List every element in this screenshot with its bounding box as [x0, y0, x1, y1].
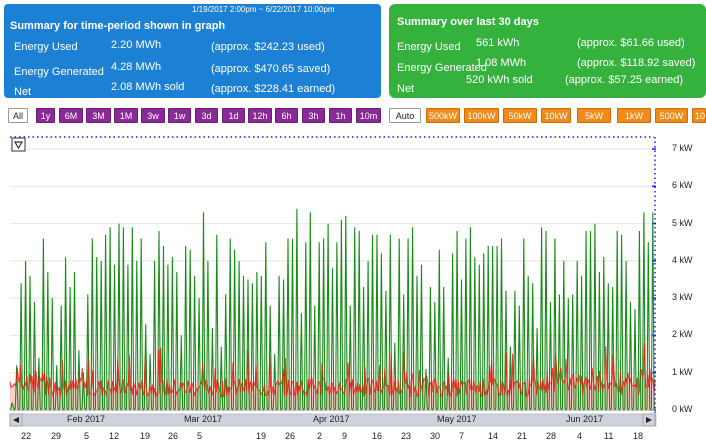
range-button-3h[interactable]: 3h	[302, 108, 325, 123]
range-button-6m[interactable]: 6M	[59, 108, 83, 123]
scale-button-auto[interactable]: Auto	[389, 108, 421, 123]
day-label: 28	[546, 431, 557, 441]
day-label: 29	[51, 431, 62, 441]
navigator-handle[interactable]	[23, 414, 652, 426]
month-label: Jun 2017	[566, 414, 604, 424]
day-label: 23	[401, 431, 412, 441]
chart-plot	[9, 208, 656, 412]
range-button-1y[interactable]: 1y	[36, 108, 55, 123]
day-label: 21	[517, 431, 528, 441]
day-label: 16	[372, 431, 383, 441]
period-summary-panel: 1/19/2017 2:00pm ~ 6/22/2017 10:00pm Sum…	[4, 4, 381, 98]
scale-button-10kw[interactable]: 10kW	[541, 108, 571, 123]
scale-button-1kw[interactable]: 1kW	[617, 108, 651, 123]
month-row-value: 1.08 MWh	[476, 57, 527, 69]
period-row-value: 2.20 MWh	[111, 39, 162, 51]
day-label: 12	[109, 431, 120, 441]
scale-button-5kw[interactable]: 5kW	[577, 108, 611, 123]
period-row-value: 2.08 MWh sold	[111, 81, 185, 93]
day-label: 2	[317, 431, 323, 441]
range-button-3m[interactable]: 3M	[86, 108, 111, 123]
scale-button-100w[interactable]: 100W	[692, 108, 706, 123]
range-button-3d[interactable]: 3d	[195, 108, 218, 123]
energy-generated-line	[9, 208, 656, 412]
navigator-left-arrow-icon	[13, 417, 19, 423]
y-tick-label: 7 kW	[672, 143, 693, 153]
day-label: 5	[197, 431, 203, 441]
date-range: 1/19/2017 2:00pm ~ 6/22/2017 10:00pm	[192, 5, 335, 14]
day-label: 7	[459, 431, 465, 441]
day-label: 30	[430, 431, 441, 441]
period-row-value: 4.28 MWh	[111, 61, 162, 73]
month-row-value: 520 kWh sold	[466, 74, 533, 86]
day-label: 11	[604, 431, 614, 441]
y-tick-label: 2 kW	[672, 329, 693, 340]
day-label: 14	[488, 431, 499, 441]
energy-used-line	[9, 342, 656, 399]
month-label: Mar 2017	[184, 414, 223, 424]
day-label: 26	[285, 431, 296, 441]
month-label: Feb 2017	[67, 414, 106, 424]
day-label: 19	[256, 431, 267, 441]
month-row-label: Energy Generated	[397, 62, 487, 74]
y-tick-label: 4 kW	[672, 254, 693, 265]
period-row-note: (approx. $228.41 earned)	[211, 83, 336, 95]
month-summary-panel: Summary over last 30 days Energy Used 56…	[389, 4, 706, 98]
period-row-label: Net	[14, 86, 32, 98]
y-tick-label: 5 kW	[672, 217, 693, 228]
period-row-label: Energy Used	[14, 41, 78, 53]
day-label: 26	[168, 431, 179, 441]
range-button-3w[interactable]: 3w	[141, 108, 165, 123]
month-row-value: 561 kWh	[476, 37, 520, 49]
navigator-right-arrow-icon	[646, 417, 652, 423]
month-label: May 2017	[437, 414, 477, 424]
scale-button-50kw[interactable]: 50kW	[503, 108, 537, 123]
day-label: 4	[577, 431, 583, 441]
day-label: 22	[21, 431, 32, 441]
range-button-10m[interactable]: 10m	[356, 108, 381, 123]
period-summary-title: Summary for time-period shown in graph	[10, 20, 226, 32]
day-label: 19	[140, 431, 151, 441]
month-row-label: Net	[397, 83, 415, 95]
month-row-label: Energy Used	[397, 41, 461, 53]
scale-button-100kw[interactable]: 100kW	[464, 108, 499, 123]
y-tick-label: 0 kW	[672, 404, 693, 414]
range-button-12h[interactable]: 12h	[248, 108, 272, 123]
scale-button-500kw[interactable]: 500kW	[426, 108, 460, 123]
period-row-label: Energy Generated	[14, 66, 104, 78]
range-button-1w[interactable]: 1w	[168, 108, 191, 123]
scale-button-500w[interactable]: 500W	[655, 108, 688, 123]
chart-menu-icon[interactable]	[11, 137, 26, 152]
month-row-note: (approx. $57.25 earned)	[565, 74, 684, 86]
range-button-all[interactable]: All	[8, 108, 28, 123]
y-tick-label: 6 kW	[672, 180, 693, 191]
day-label: 9	[342, 431, 348, 441]
range-button-1m[interactable]: 1M	[114, 108, 138, 123]
range-button-1d[interactable]: 1d	[222, 108, 245, 123]
month-summary-title: Summary over last 30 days	[397, 16, 539, 28]
day-label: 5	[84, 431, 90, 441]
period-row-note: (approx. $242.23 used)	[211, 41, 325, 53]
month-row-note: (approx. $118.92 saved)	[577, 57, 696, 69]
month-label: Apr 2017	[313, 414, 350, 424]
range-button-6h[interactable]: 6h	[275, 108, 298, 123]
month-row-note: (approx. $61.66 used)	[577, 37, 685, 49]
energy-chart	[9, 136, 657, 427]
y-tick-label: 3 kW	[672, 292, 693, 303]
range-button-1h[interactable]: 1h	[329, 108, 352, 123]
y-tick-label: 1 kW	[672, 366, 693, 377]
day-label: 18	[633, 431, 644, 441]
period-row-note: (approx. $470.65 saved)	[211, 63, 331, 75]
